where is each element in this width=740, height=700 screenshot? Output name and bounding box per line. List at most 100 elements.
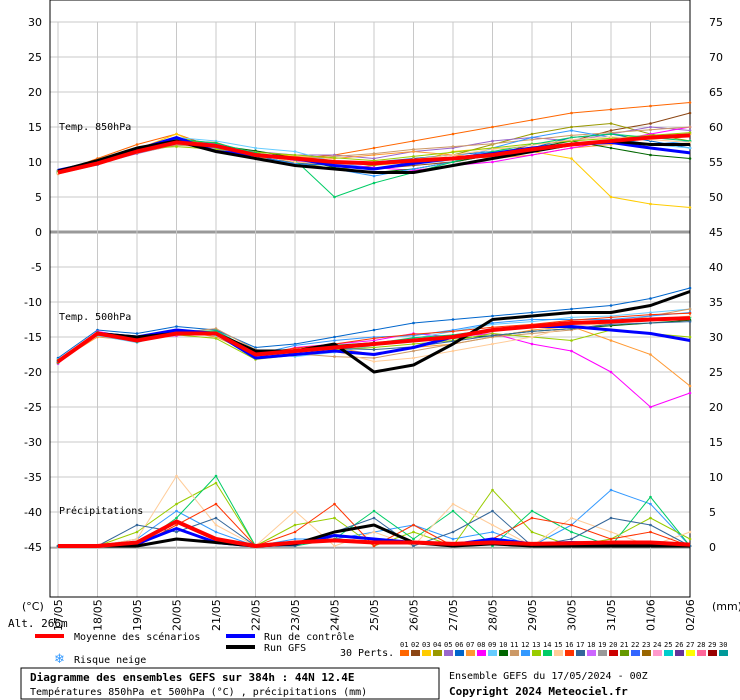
- data-point: [451, 145, 455, 148]
- copyright: Copyright 2024 Meteociel.fr: [449, 685, 628, 698]
- data-point: [451, 330, 455, 333]
- data-point: [491, 523, 494, 527]
- data-point: [214, 329, 218, 333]
- member-swatch: [664, 650, 673, 656]
- member-swatch: [466, 650, 475, 656]
- data-point: [688, 530, 692, 534]
- data-point: [649, 104, 652, 108]
- date-label: 20/05: [171, 599, 184, 631]
- left-tick-label: 10: [28, 156, 42, 169]
- data-point: [333, 339, 336, 342]
- data-point: [530, 118, 534, 122]
- member-swatch: [400, 650, 409, 656]
- left-tick-label: 5: [35, 191, 42, 204]
- right-tick-label: 50: [709, 191, 723, 204]
- data-point: [451, 530, 455, 534]
- member-number: 12: [521, 641, 529, 649]
- data-point: [570, 134, 573, 137]
- data-point: [688, 206, 692, 209]
- data-point: [451, 537, 455, 541]
- data-point: [609, 146, 613, 150]
- right-tick-label: 10: [709, 471, 723, 484]
- member-number: 18: [587, 641, 595, 649]
- data-point: [688, 320, 692, 323]
- date-label: 01/06: [645, 599, 658, 631]
- data-point: [688, 125, 692, 129]
- data-point: [491, 314, 494, 318]
- data-point: [649, 523, 652, 527]
- data-point: [412, 150, 415, 153]
- member-swatch: [598, 650, 607, 656]
- member-swatch: [488, 650, 497, 656]
- data-point: [214, 502, 218, 506]
- member-swatch: [565, 650, 574, 656]
- data-point: [688, 129, 692, 132]
- data-point: [530, 153, 534, 157]
- data-point: [609, 488, 613, 492]
- right-tick-label: 0: [709, 541, 716, 554]
- data-point: [530, 509, 534, 513]
- data-point: [333, 502, 336, 506]
- data-point: [451, 502, 455, 506]
- data-point: [491, 125, 494, 129]
- main-series: [56, 133, 691, 548]
- grid: [49, 0, 691, 598]
- data-point: [649, 321, 652, 325]
- data-point: [293, 344, 297, 347]
- left-tick-label: 15: [28, 121, 42, 134]
- date-label: 25/05: [368, 599, 381, 631]
- data-point: [570, 537, 573, 541]
- data-point: [214, 516, 218, 520]
- data-point: [609, 129, 613, 132]
- member-swatch: [697, 650, 706, 656]
- right-tick-label: 25: [709, 366, 723, 379]
- data-point: [175, 502, 178, 506]
- data-point: [412, 349, 415, 353]
- member-swatch: [653, 650, 662, 656]
- data-point: [175, 516, 178, 520]
- member-swatch: [477, 650, 486, 656]
- data-point: [254, 346, 257, 349]
- data-point: [570, 318, 573, 322]
- member-number: 02: [411, 641, 419, 649]
- data-point: [333, 335, 336, 339]
- data-point: [570, 129, 573, 132]
- data-point: [372, 159, 376, 162]
- data-point: [491, 509, 494, 513]
- member-number: 01: [400, 641, 408, 649]
- series-line-precip: [58, 523, 690, 548]
- member-number: 03: [422, 641, 430, 649]
- member-number: 24: [653, 641, 661, 649]
- data-point: [649, 202, 652, 206]
- data-point: [491, 139, 494, 143]
- member-number: 21: [620, 641, 628, 649]
- data-point: [412, 356, 415, 360]
- member-swatch: [609, 650, 618, 656]
- right-tick-label: 60: [709, 121, 723, 134]
- data-point: [491, 142, 494, 146]
- data-point: [570, 157, 573, 160]
- member-swatch: [411, 650, 420, 656]
- data-point: [570, 146, 573, 150]
- member-swatch: [543, 650, 552, 656]
- data-point: [135, 332, 139, 335]
- data-point: [293, 537, 297, 541]
- member-number: 26: [675, 641, 683, 649]
- right-tick-label: 35: [709, 296, 723, 309]
- data-point: [491, 321, 494, 325]
- data-point: [412, 155, 415, 158]
- member-swatch: [532, 650, 541, 656]
- series-line-t850: [57, 133, 691, 175]
- data-point: [372, 146, 376, 150]
- data-point: [570, 111, 573, 115]
- data-point: [175, 132, 178, 136]
- data-point: [372, 157, 376, 160]
- data-point: [451, 349, 455, 353]
- data-point: [372, 328, 376, 332]
- data-point: [135, 143, 139, 146]
- member-swatch: [587, 650, 596, 656]
- right-tick-label: 75: [709, 16, 723, 29]
- left-tick-label: -40: [24, 506, 42, 519]
- left-tick-label: -35: [24, 471, 42, 484]
- member-number: 29: [708, 641, 716, 649]
